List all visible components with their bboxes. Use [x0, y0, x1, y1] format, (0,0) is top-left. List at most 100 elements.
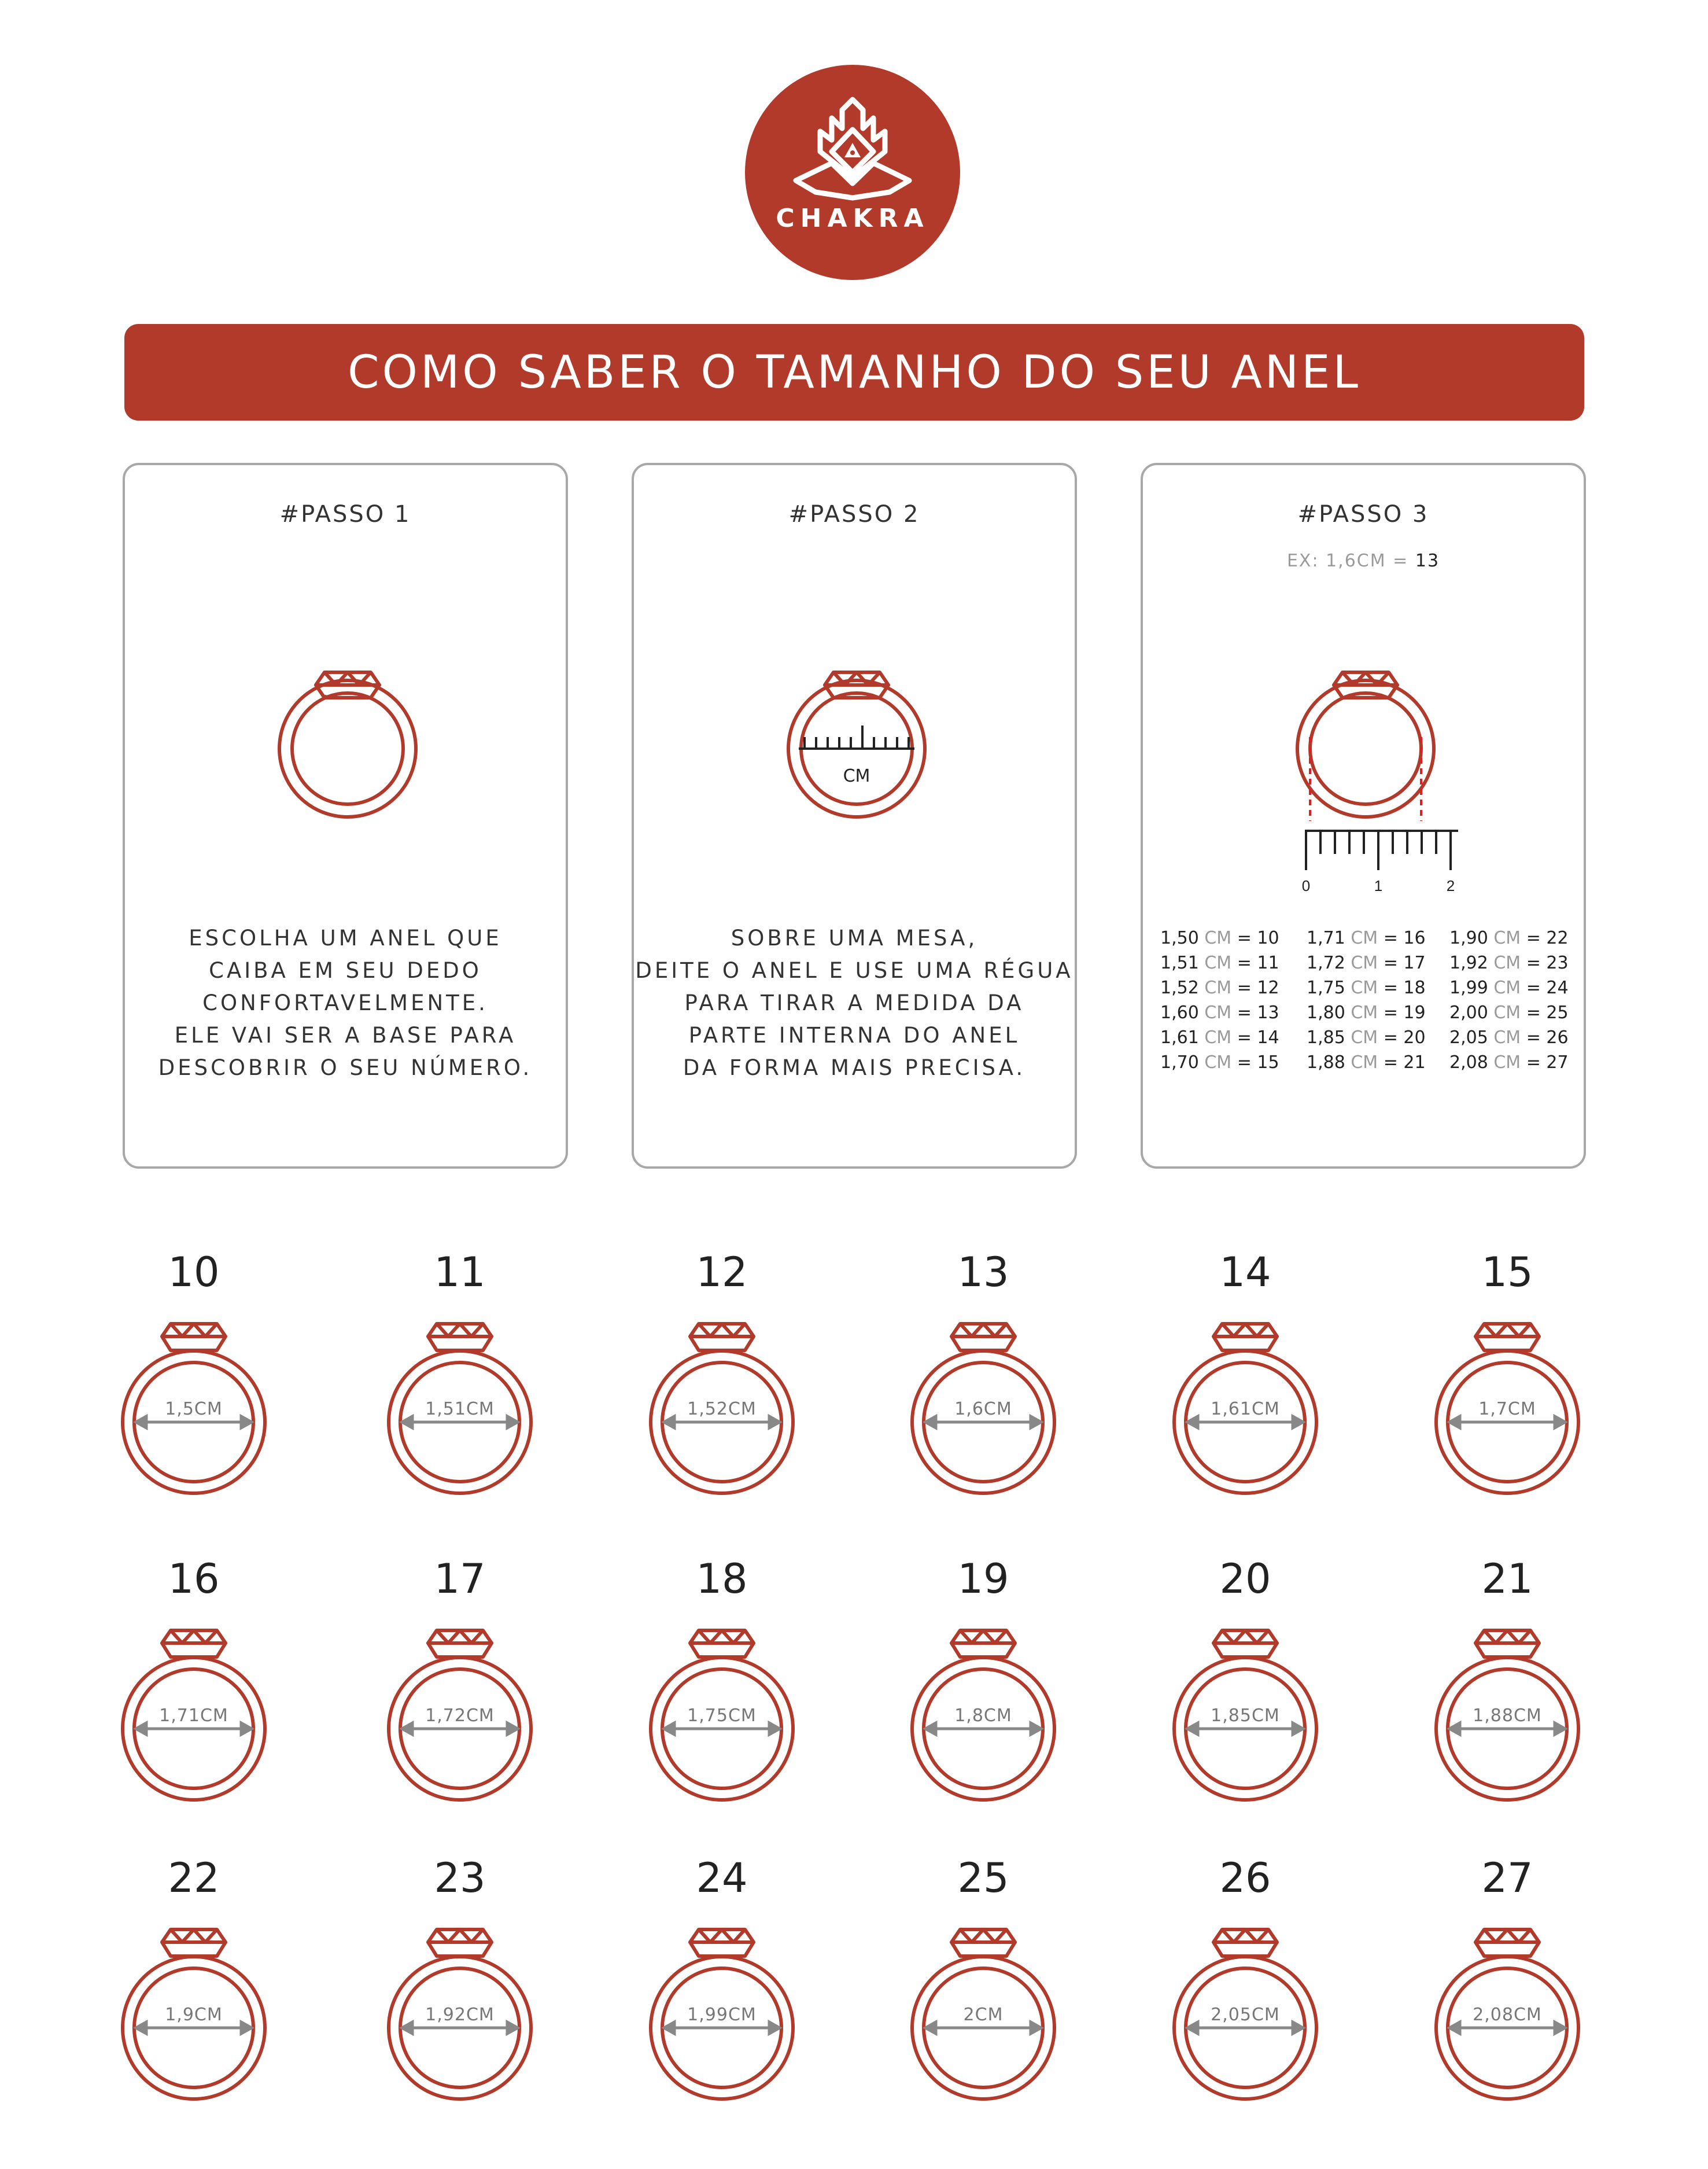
step-line: SOBRE UMA MESA, — [731, 926, 978, 951]
ring-size-icon — [1172, 1928, 1318, 2101]
conversion-row: 1,90 CM = 22 — [1449, 928, 1569, 953]
conversion-cm: 1,99 — [1449, 978, 1488, 998]
conversion-row: 1,85 CM = 20 — [1307, 1028, 1426, 1052]
conversion-unit: CM — [1493, 1028, 1521, 1048]
step-line: DEITE O ANEL E USE UMA RÉGUA — [635, 958, 1074, 983]
conversion-cm: 2,05 — [1449, 1028, 1488, 1048]
conversion-size: 12 — [1257, 978, 1279, 998]
conversion-eq: = — [1526, 953, 1541, 973]
size-number: 15 — [1481, 1249, 1533, 1296]
conversion-unit: CM — [1493, 953, 1521, 973]
conversion-eq: = — [1526, 1003, 1541, 1023]
conversion-cm: 1,72 — [1307, 953, 1345, 973]
ring-size-icon — [1434, 1629, 1580, 1802]
conversion-unit: CM — [1351, 1003, 1378, 1023]
conversion-row: 1,80 CM = 19 — [1307, 1003, 1426, 1028]
size-ring — [385, 1613, 535, 1810]
step-line: ESCOLHA UM ANEL QUE — [189, 926, 502, 951]
conversion-cm: 1,51 — [1160, 953, 1199, 973]
size-number: 17 — [434, 1555, 486, 1603]
conversion-cm: 1,85 — [1307, 1028, 1345, 1048]
size-number: 13 — [957, 1249, 1009, 1296]
conversion-unit: CM — [1351, 1052, 1378, 1073]
conversion-row: 1,60 CM = 13 — [1160, 1003, 1279, 1028]
size-ring — [1432, 1912, 1582, 2109]
conversion-row: 1,51 CM = 11 — [1160, 953, 1279, 978]
conversion-cm: 1,88 — [1307, 1052, 1345, 1073]
size-number: 24 — [696, 1854, 748, 1902]
step-title: #PASSO 1 — [279, 501, 411, 528]
conversion-cm: 1,75 — [1307, 978, 1345, 998]
example-prefix: EX: 1,6CM = — [1286, 551, 1409, 571]
ruler-unit-label: CM — [843, 766, 870, 786]
conversion-eq: = — [1526, 978, 1541, 998]
size-ring — [647, 1306, 797, 1503]
ring-icon — [278, 671, 418, 819]
size-number: 21 — [1481, 1555, 1533, 1603]
conversion-size: 14 — [1257, 1028, 1279, 1048]
conversion-row: 1,52 CM = 12 — [1160, 978, 1279, 1003]
conversion-unit: CM — [1204, 1028, 1232, 1048]
conversion-unit: CM — [1493, 1052, 1521, 1073]
conversion-unit: CM — [1204, 928, 1232, 948]
step-description: ESCOLHA UM ANEL QUE CAIBA EM SEU DEDO CO… — [125, 922, 566, 1084]
conversion-size: 23 — [1546, 953, 1569, 973]
size-ring — [1170, 1912, 1320, 2109]
conversion-row: 1,92 CM = 23 — [1449, 953, 1569, 978]
conversion-eq: = — [1237, 928, 1252, 948]
size-number: 25 — [957, 1854, 1009, 1902]
conversion-column-2: 1,71 CM = 16 1,72 CM = 17 1,75 CM = 18 1,80… — [1307, 928, 1426, 1077]
size-measure-label: 1,52CM — [687, 1399, 757, 1419]
step-line: ELE VAI SER A BASE PARA — [174, 1023, 517, 1048]
conversion-row: 1,75 CM = 18 — [1307, 978, 1426, 1003]
size-ring — [1432, 1613, 1582, 1810]
conversion-row: 1,71 CM = 16 — [1307, 928, 1426, 953]
size-number: 10 — [168, 1249, 220, 1296]
ring-size-icon — [1172, 1629, 1318, 1802]
step-line: CAIBA EM SEU DEDO — [209, 958, 482, 983]
size-ring — [647, 1613, 797, 1810]
size-number: 11 — [434, 1249, 486, 1296]
conversion-eq: = — [1237, 1003, 1252, 1023]
conversion-cm: 1,90 — [1449, 928, 1488, 948]
size-number: 26 — [1219, 1854, 1271, 1902]
size-measure-label: 1,85CM — [1211, 1706, 1280, 1726]
size-ring — [119, 1306, 269, 1503]
conversion-size: 26 — [1546, 1028, 1569, 1048]
conversion-eq: = — [1237, 953, 1252, 973]
ruler-tick-label: 2 — [1446, 877, 1455, 894]
step-card-3: #PASSO 3 EX: 1,6CM = 13 0 1 2 1,50 CM = … — [1141, 463, 1586, 1169]
step-line: DA FORMA MAIS PRECISA. — [683, 1055, 1026, 1080]
size-number: 20 — [1219, 1555, 1271, 1603]
conversion-size: 16 — [1403, 928, 1426, 948]
step-line: PARTE INTERNA DO ANEL — [688, 1023, 1020, 1048]
conversion-size: 11 — [1257, 953, 1279, 973]
size-measure-label: 1,99CM — [687, 2005, 757, 2025]
conversion-size: 15 — [1257, 1052, 1279, 1073]
conversion-unit: CM — [1351, 928, 1378, 948]
conversion-cm: 1,80 — [1307, 1003, 1345, 1023]
size-ring — [385, 1306, 535, 1503]
conversion-unit: CM — [1351, 953, 1378, 973]
size-measure-label: 1,88CM — [1473, 1706, 1542, 1726]
size-measure-label: 2,05CM — [1211, 2005, 1280, 2025]
conversion-eq: = — [1383, 1052, 1398, 1073]
size-number: 27 — [1481, 1854, 1533, 1902]
conversion-cm: 1,92 — [1449, 953, 1488, 973]
ring-size-icon — [1434, 1928, 1580, 2101]
size-number: 12 — [696, 1249, 748, 1296]
ring-size-icon — [387, 1928, 533, 2101]
conversion-cm: 1,60 — [1160, 1003, 1199, 1023]
title-banner: COMO SABER O TAMANHO DO SEU ANEL — [124, 324, 1584, 421]
conversion-cm: 2,00 — [1449, 1003, 1488, 1023]
size-ring — [385, 1912, 535, 2109]
conversion-size: 17 — [1403, 953, 1426, 973]
step-line: CONFORTAVELMENTE. — [202, 990, 488, 1015]
conversion-cm: 1,50 — [1160, 928, 1199, 948]
conversion-eq: = — [1526, 1028, 1541, 1048]
step-description: SOBRE UMA MESA, DEITE O ANEL E USE UMA R… — [634, 922, 1075, 1084]
size-measure-label: 2CM — [963, 2005, 1004, 2025]
conversion-cm: 1,70 — [1160, 1052, 1199, 1073]
conversion-unit: CM — [1493, 928, 1521, 948]
conversion-unit: CM — [1351, 978, 1378, 998]
